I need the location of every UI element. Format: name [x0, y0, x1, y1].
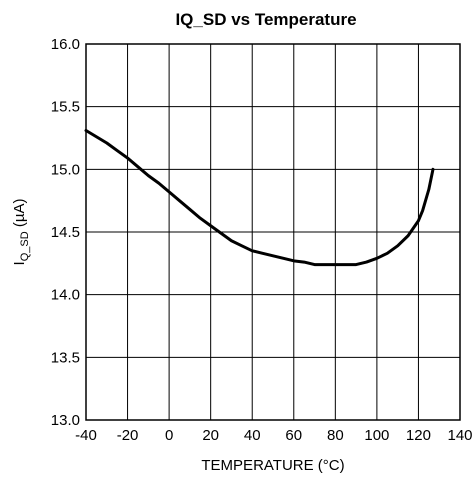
y-tick-label: 13.5	[51, 349, 80, 366]
y-axis-label-subscript: Q_SD	[19, 231, 31, 261]
y-tick-label: 16.0	[51, 36, 80, 53]
x-tick-label: 100	[364, 427, 389, 444]
x-tick-label: 80	[327, 427, 344, 444]
x-tick-label: 140	[447, 427, 472, 444]
x-axis-label: TEMPERATURE (°C)	[201, 457, 344, 474]
series-layer	[84, 128, 435, 267]
grid	[85, 43, 461, 421]
plot-frame	[85, 43, 461, 421]
x-tick-label: 60	[285, 427, 302, 444]
y-axis-label: IQ_SD (µA)	[11, 199, 31, 266]
y-axis-label-main: I	[11, 261, 28, 265]
x-tick-label: -40	[75, 427, 97, 444]
tick-labels: -40 -20 0 20 40 60 80 100 120 140 13.0 13.5 14.0 14.5…	[51, 36, 473, 444]
y-tick-label: 15.5	[51, 99, 80, 116]
y-tick-label: 14.0	[51, 287, 80, 304]
x-tick-label: 40	[244, 427, 261, 444]
x-tick-label: -20	[117, 427, 139, 444]
y-tick-label: 13.0	[51, 412, 80, 429]
y-tick-label: 14.5	[51, 224, 80, 241]
x-tick-label: 120	[406, 427, 431, 444]
chart-title: IQ_SD vs Temperature	[175, 10, 356, 29]
series-line	[84, 128, 435, 267]
x-tick-label: 20	[202, 427, 219, 444]
y-tick-label: 15.0	[51, 161, 80, 178]
y-axis-label-unit: (µA)	[11, 199, 28, 232]
x-tick-label: 0	[165, 427, 173, 444]
